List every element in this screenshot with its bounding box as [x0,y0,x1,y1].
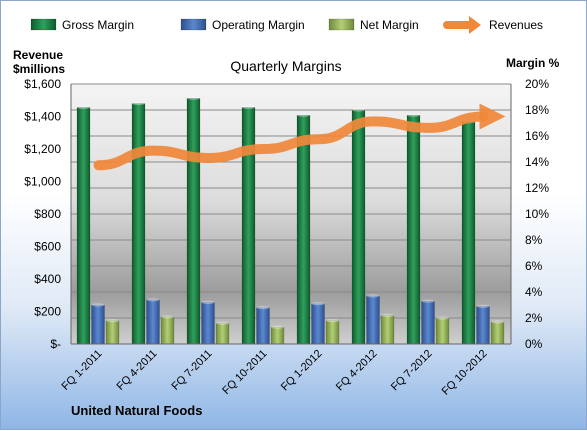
y-right-tick-label: 6% [525,259,543,273]
y-right-tick-label: 14% [525,155,549,169]
y-left-tick-label: $600 [34,240,61,254]
bar-cap [311,302,325,306]
bar-operating-margin [91,304,105,345]
bar-cap [91,303,105,307]
bar-net-margin [270,326,285,345]
bar-gross-margin [461,121,476,345]
bar-net-margin [435,317,450,345]
bar-net-margin [105,320,120,345]
bar-cap [476,304,490,308]
x-tick-label: FQ 1-2012 [279,348,325,394]
bar-operating-margin [201,302,215,345]
y-right-tick-label: 16% [525,129,549,143]
y-left-tick-label: $800 [34,207,61,221]
y-left-tick-label: $- [50,337,61,351]
bar-cap [146,298,160,302]
bar-gross-margin [131,103,146,345]
chart-title: Quarterly Margins [230,58,341,74]
bar-gross-margin [186,98,201,345]
bar-cap [271,325,284,329]
bar-net-margin [325,320,340,345]
bar-cap [436,316,449,320]
y-left-tick-label: $200 [34,305,61,319]
bar-operating-margin [476,306,490,345]
y-left-tick-label: $1,000 [24,175,61,189]
x-tick-label: FQ 7-2012 [389,348,435,394]
bar-net-margin [160,316,175,345]
legend-swatch [30,18,57,31]
bar-operating-margin [311,303,325,345]
bar-cap [187,96,200,100]
bar-operating-margin [146,299,160,345]
y-right-tick-label: 8% [525,233,543,247]
bar-cap [326,319,339,323]
bar-cap [216,321,229,325]
bar-gross-margin [241,107,256,345]
chart-footer: United Natural Foods [71,403,202,418]
y-left-tick-label: $1,600 [24,77,61,91]
y-right-tick-label: 0% [525,337,543,351]
revenue-line [93,111,489,171]
y-right-tick-label: 2% [525,311,543,325]
bar-cap [106,319,119,323]
bar-gross-margin [76,107,91,345]
y-right-label: Margin % [506,56,560,70]
x-tick-label: FQ 1-2011 [60,348,105,393]
y-left-tick-label: $400 [34,272,61,286]
bar-cap [381,313,394,317]
bar-cap [161,315,174,319]
bar-net-margin [215,322,230,345]
legend-arrowhead [469,16,481,34]
y-right-tick-label: 4% [525,285,543,299]
bar-cap [491,320,504,324]
bar-gross-margin [406,114,421,345]
y-right-tick-label: 18% [525,103,549,117]
bar-gross-margin [296,114,311,345]
legend-swatch [328,18,355,31]
bar-cap [297,113,310,117]
bar-cap [201,300,215,304]
legend-label: Operating Margin [212,18,305,32]
legend-label: Net Margin [360,18,419,32]
bar-net-margin [490,321,505,345]
y-left-label-line2: $millions [13,62,65,76]
bar-cap [132,101,145,106]
x-tick-label: FQ 10-2011 [220,348,269,397]
legend-label: Gross Margin [62,18,134,32]
bar-cap [256,306,270,310]
bar-operating-margin [256,307,270,345]
bar-cap [421,299,435,303]
revenue-arrowhead [479,103,506,130]
bar-cap [407,113,420,117]
legend-label: Revenues [489,18,543,32]
y-left-tick-label: $1,400 [24,110,61,124]
bar-operating-margin [366,295,380,345]
bar-cap [352,108,365,112]
bar-cap [366,294,380,298]
y-left-label-line1: Revenue [13,48,63,62]
bar-operating-margin [421,300,435,345]
x-tick-label: FQ 10-2012 [440,348,490,398]
bar-cap [77,105,90,109]
y-right-tick-label: 10% [525,207,549,221]
x-tick-label: FQ 4-2011 [115,348,160,393]
bar-gross-margin [351,109,366,345]
bar-net-margin [380,315,395,345]
legend-swatch [180,18,207,31]
y-right-tick-label: 20% [525,77,549,91]
y-left-tick-label: $1,200 [24,142,61,156]
bar-cap [242,105,255,109]
y-right-tick-label: 12% [525,181,549,195]
x-tick-label: FQ 4-2012 [334,348,380,394]
x-tick-label: FQ 7-2011 [170,348,215,393]
